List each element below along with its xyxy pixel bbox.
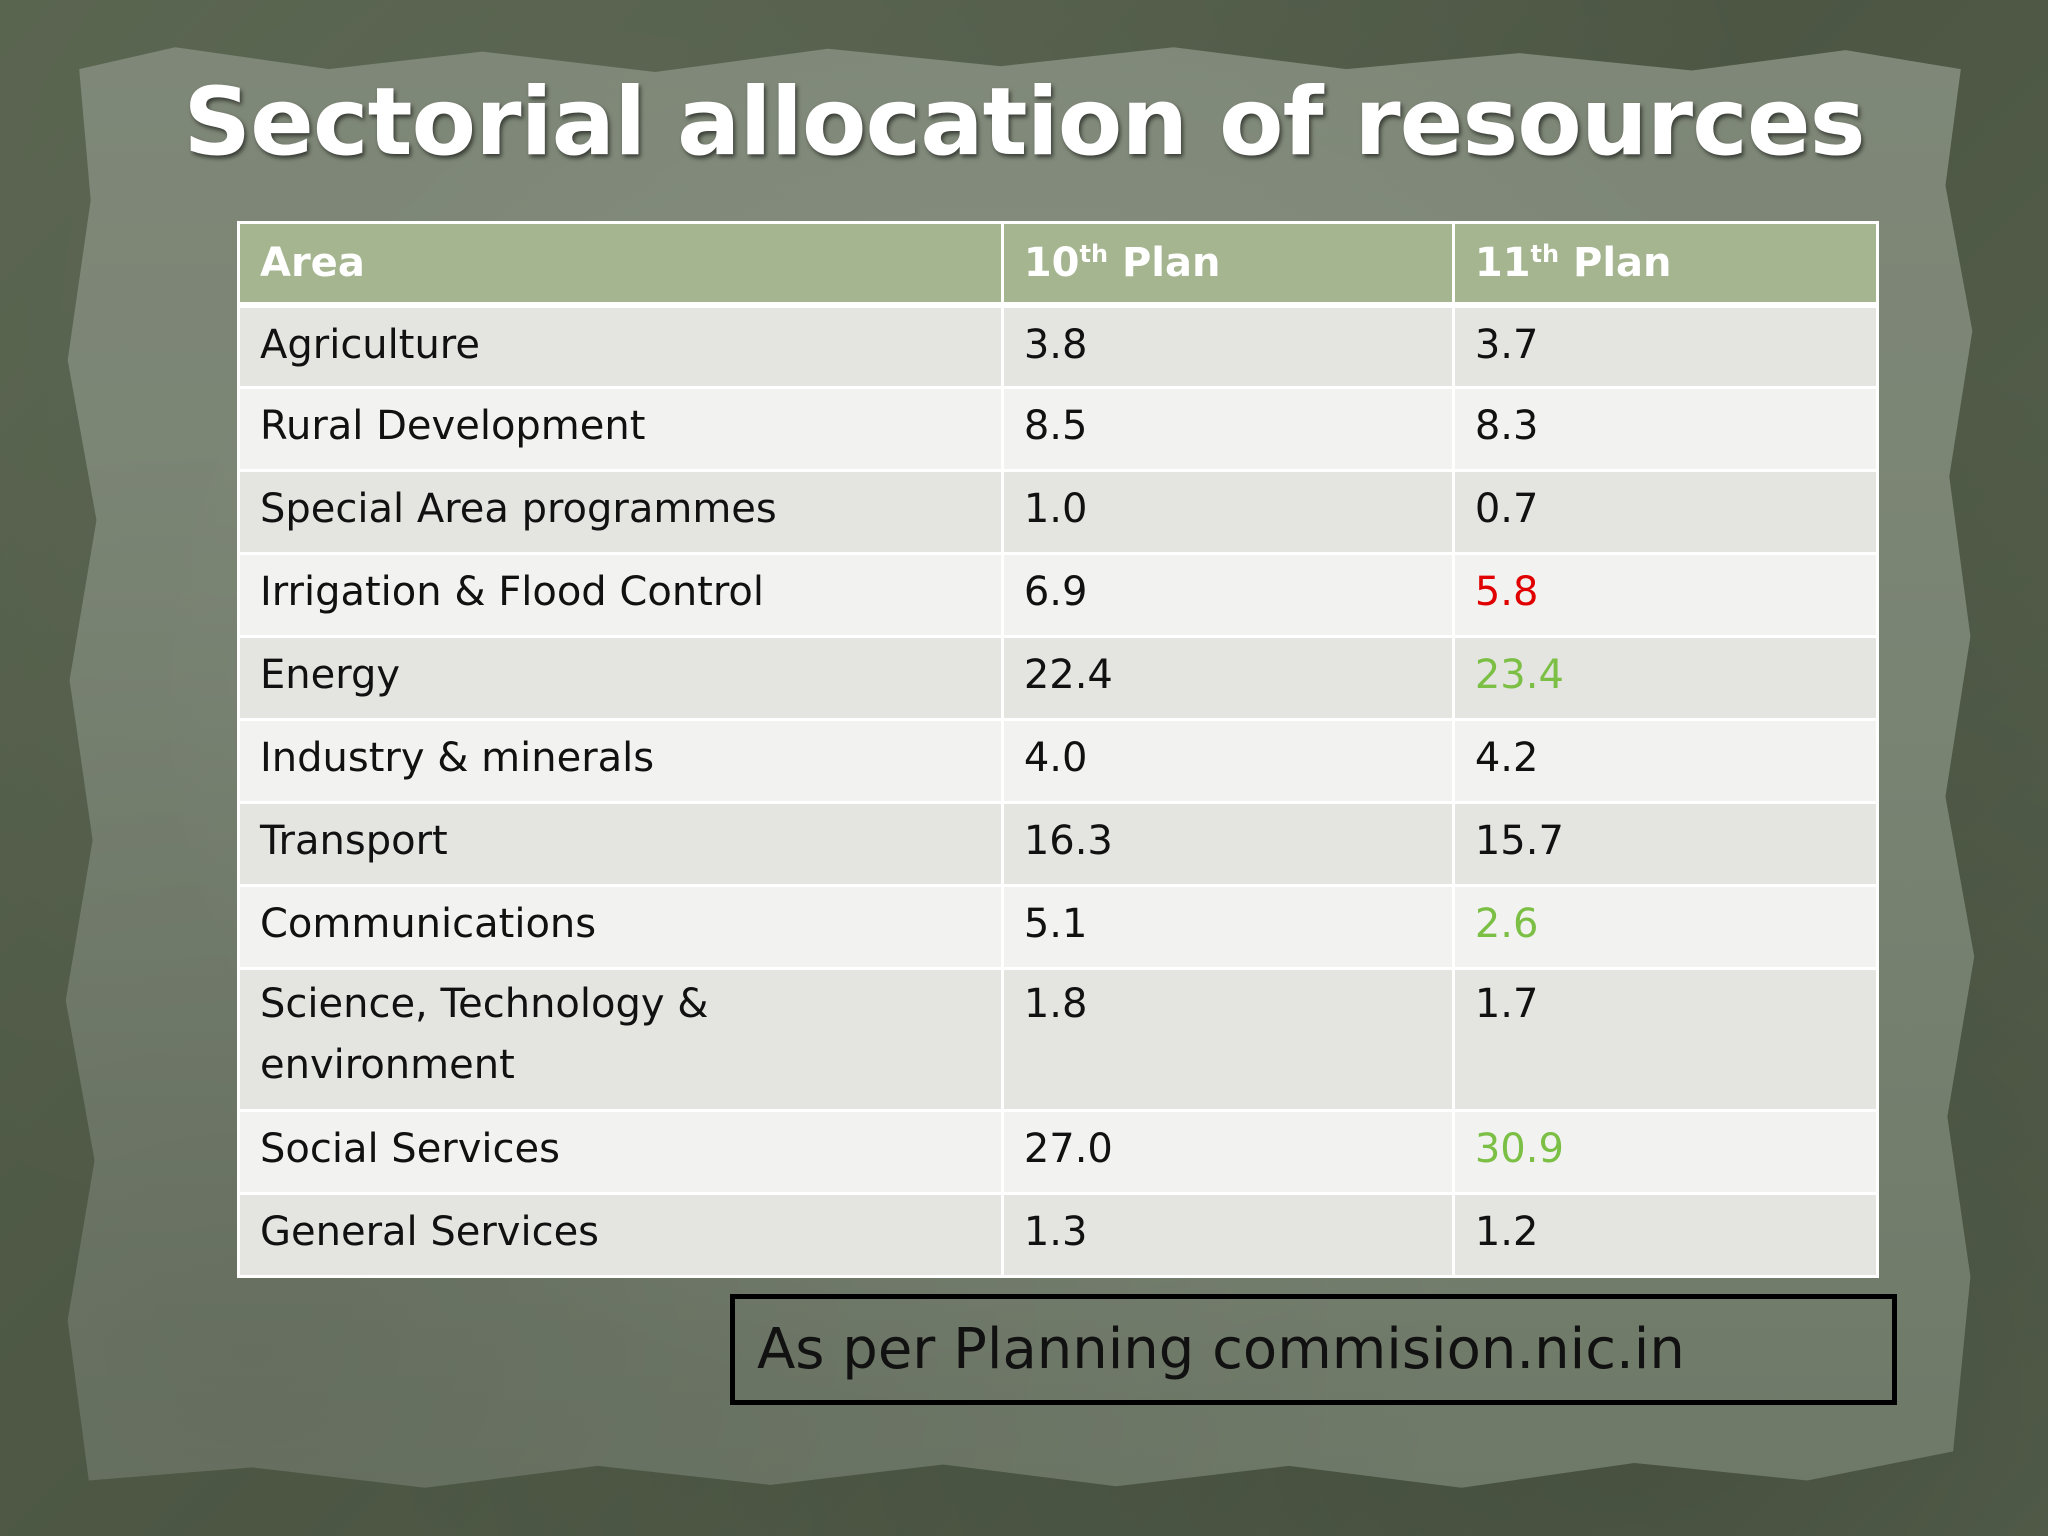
table-row: General Services 1.3 1.2: [237, 1192, 1880, 1278]
cell-area: Communications: [237, 884, 1004, 970]
cell-10th-plan: 8.5: [1000, 386, 1455, 472]
table-row: Social Services 27.0 30.9: [237, 1109, 1880, 1195]
cell-11th-plan-highlight: 30.9: [1451, 1109, 1880, 1195]
table-row: Transport 16.3 15.7: [237, 801, 1880, 887]
cell-area-line: environment: [260, 1042, 515, 1088]
table-row: Industry & minerals 4.0 4.2: [237, 718, 1880, 804]
table-row: Energy 22.4 23.4: [237, 635, 1880, 721]
cell-10th-plan: 16.3: [1000, 801, 1455, 887]
cell-10th-plan: 3.8: [1000, 303, 1455, 389]
cell-area-line: Science, Technology &: [260, 981, 709, 1027]
cell-10th-plan: 4.0: [1000, 718, 1455, 804]
header-11th-plan: 11th Plan: [1451, 221, 1880, 308]
cell-10th-plan: 1.0: [1000, 469, 1455, 555]
table-header-row: Area 10th Plan 11th Plan: [237, 221, 1880, 308]
cell-10th-plan: 5.1: [1000, 884, 1455, 970]
cell-11th-plan-decrease: 5.8: [1451, 552, 1880, 638]
table-row: Special Area programmes 1.0 0.7: [237, 469, 1880, 555]
cell-11th-plan: 1.2: [1451, 1192, 1880, 1278]
cell-area: Rural Development: [237, 386, 1004, 472]
cell-area: Transport: [237, 801, 1004, 887]
cell-area: Social Services: [237, 1109, 1004, 1195]
cell-11th-plan: 8.3: [1451, 386, 1880, 472]
cell-11th-plan: 1.7: [1451, 967, 1880, 1112]
slide-title: Sectorial allocation of resources: [183, 68, 1865, 177]
allocation-table: Area 10th Plan 11th Plan Agriculture 3.8…: [237, 221, 1880, 1278]
cell-11th-plan-highlight: 23.4: [1451, 635, 1880, 721]
cell-area: Science, Technology & environment: [237, 967, 1004, 1112]
table-row: Irrigation & Flood Control 6.9 5.8: [237, 552, 1880, 638]
cell-10th-plan: 6.9: [1000, 552, 1455, 638]
cell-11th-plan: 4.2: [1451, 718, 1880, 804]
cell-area: Industry & minerals: [237, 718, 1004, 804]
source-note: As per Planning commision.nic.in: [730, 1294, 1897, 1405]
cell-10th-plan: 27.0: [1000, 1109, 1455, 1195]
cell-area: General Services: [237, 1192, 1004, 1278]
cell-11th-plan: 15.7: [1451, 801, 1880, 887]
table-row: Science, Technology & environment 1.8 1.7: [237, 967, 1880, 1112]
table-row: Communications 5.1 2.6: [237, 884, 1880, 970]
header-area: Area: [237, 221, 1004, 308]
cell-area: Agriculture: [237, 303, 1004, 389]
cell-10th-plan: 1.8: [1000, 967, 1455, 1112]
header-10th-plan: 10th Plan: [1000, 221, 1455, 308]
cell-area: Energy: [237, 635, 1004, 721]
cell-area: Special Area programmes: [237, 469, 1004, 555]
table-row: Rural Development 8.5 8.3: [237, 386, 1880, 472]
cell-11th-plan: 3.7: [1451, 303, 1880, 389]
cell-10th-plan: 22.4: [1000, 635, 1455, 721]
cell-10th-plan: 1.3: [1000, 1192, 1455, 1278]
cell-11th-plan-highlight: 2.6: [1451, 884, 1880, 970]
table-row: Agriculture 3.8 3.7: [237, 303, 1880, 389]
cell-area: Irrigation & Flood Control: [237, 552, 1004, 638]
cell-11th-plan: 0.7: [1451, 469, 1880, 555]
